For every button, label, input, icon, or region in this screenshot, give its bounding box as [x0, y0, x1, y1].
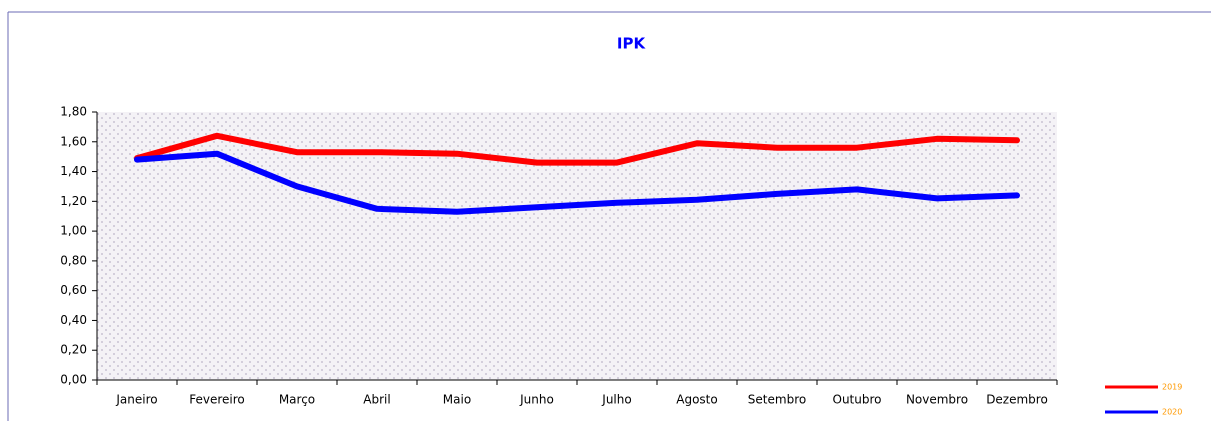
x-tick-label: Outubro — [833, 393, 882, 407]
x-tick-label: Setembro — [748, 393, 806, 407]
y-tick-label: 1,00 — [60, 224, 87, 238]
y-tick-label: 0,80 — [60, 253, 87, 267]
y-tick-label: 1,20 — [60, 194, 87, 208]
y-tick-label: 0,40 — [60, 313, 87, 327]
y-tick-label: 0,20 — [60, 343, 87, 357]
y-tick-label: 0,00 — [60, 373, 87, 387]
x-tick-label: Abril — [363, 393, 390, 407]
x-tick-label: Julho — [601, 393, 631, 407]
plot-area — [97, 112, 1057, 380]
x-tick-label: Junho — [519, 393, 554, 407]
legend-label: 2020 — [1162, 408, 1182, 417]
y-tick-label: 1,80 — [60, 105, 87, 119]
legend-label: 2019 — [1162, 383, 1182, 392]
chart-title: IPK — [617, 35, 647, 53]
series-line — [134, 132, 1020, 166]
series-line — [134, 150, 1020, 215]
y-tick-label: 0,60 — [60, 283, 87, 297]
x-tick-label: Janeiro — [115, 393, 157, 407]
x-tick-label: Março — [279, 393, 315, 407]
x-tick-label: Fevereiro — [189, 393, 245, 407]
x-tick-label: Agosto — [676, 393, 717, 407]
x-tick-label: Dezembro — [986, 393, 1048, 407]
y-tick-label: 1,60 — [60, 134, 87, 148]
x-tick-label: Novembro — [906, 393, 968, 407]
x-tick-label: Maio — [443, 393, 471, 407]
y-tick-label: 1,40 — [60, 164, 87, 178]
